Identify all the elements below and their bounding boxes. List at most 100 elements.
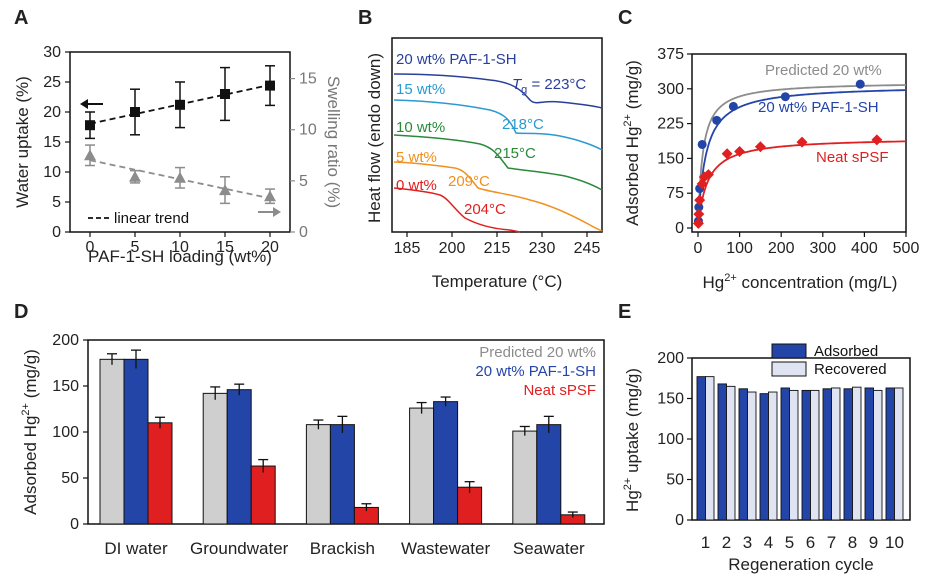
- panel-e: E 0 50 100 150 200 1 2 3 4 5 6 7 8 9 10 Adsorbed Reco…: [618, 301, 911, 574]
- panel-d-bar-paf: [123, 358, 149, 525]
- panel-a-letter: A: [14, 7, 28, 29]
- panel-e-bar-adsorbed: [738, 388, 748, 521]
- arrow-left-icon: [80, 99, 88, 109]
- panel-a-legend-text: linear trend: [114, 210, 189, 227]
- panel-d-legend-paf: 20 wt% PAF-1-SH: [475, 363, 596, 380]
- panel-e-bar-recovered: [810, 389, 820, 521]
- panel-c-paf-point: [728, 101, 738, 111]
- panel-e-bar-recovered: [894, 387, 904, 521]
- panel-b-tg-value-20: = 223°C: [527, 76, 586, 93]
- panel-b-xtick-label: 215: [484, 240, 511, 257]
- panel-d-ylabel-sup: 2+: [20, 403, 32, 416]
- panel-a-ytick-label: 0: [52, 224, 61, 241]
- panel-d-category-label: Groundwater: [190, 539, 289, 558]
- panel-c-label-predicted: Predicted 20 wt%: [765, 62, 882, 79]
- panel-b-tg-5: 209°C: [448, 173, 490, 190]
- panel-a-rtick-label: 5: [299, 173, 308, 190]
- panel-e-xlabel: Regeneration cycle: [728, 555, 874, 574]
- panel-e-bar-adsorbed: [780, 387, 790, 521]
- panel-a-swell-point: [84, 149, 96, 161]
- panel-e-category-label: 2: [722, 533, 731, 552]
- panel-b-label-5: 5 wt%: [396, 149, 437, 166]
- panel-e-legend-adsorbed: Adsorbed: [814, 343, 878, 360]
- panel-c-paf-point: [694, 202, 704, 212]
- panel-e-category-label: 7: [827, 533, 836, 552]
- panel-c-xlabel-rest: concentration (mg/L): [737, 273, 898, 292]
- panel-e-category-label: 3: [743, 533, 752, 552]
- panel-e-bar-recovered: [852, 386, 862, 521]
- panel-d-bar-paf: [433, 401, 459, 525]
- panel-c-ylabel-hg: Adsorbed Hg: [623, 127, 642, 226]
- panel-a-rtick-label: 10: [299, 122, 317, 139]
- panel-b: B 185 200 215 230 245 20 wt% PAF-1-SH Tg = 2…: [358, 7, 603, 291]
- panel-e-bar-recovered: [726, 385, 736, 521]
- panel-b-xtick-label: 245: [574, 240, 601, 257]
- panel-a-xtick-label: 15: [216, 239, 234, 256]
- panel-b-label-20: 20 wt% PAF-1-SH: [396, 51, 517, 68]
- panel-a-ytick-label: 10: [43, 164, 61, 181]
- panel-c-frame: [691, 53, 907, 233]
- panel-b-tg-10: 215°C: [494, 145, 536, 162]
- panel-b-label-15: 15 wt%: [396, 81, 445, 98]
- panel-c-letter: C: [618, 7, 632, 29]
- panel-c-paf-point: [780, 92, 790, 102]
- panel-b-letter: B: [358, 7, 372, 29]
- panel-e-category-label: 10: [885, 533, 904, 552]
- panel-d-bars: [99, 349, 586, 525]
- panel-a-swell-point: [264, 190, 276, 202]
- panel-b-xtick-label: 185: [394, 240, 421, 257]
- panel-a-left-ticks: 0 5 10 15 20 25 30: [43, 44, 70, 241]
- panel-c-xlabel-hg: Hg: [703, 273, 725, 292]
- panel-e-bars: [696, 376, 904, 521]
- panel-e-bar-adsorbed: [864, 387, 874, 521]
- panel-e-ylabel: Hg2+ uptake (mg/g): [622, 368, 642, 512]
- panel-b-xlabel: Temperature (°C): [432, 272, 563, 291]
- panel-a-ylabel: Water uptake (%): [13, 76, 32, 208]
- panel-d-ylabel-hg: Adsorbed Hg: [21, 416, 40, 515]
- panel-e-category-label: 9: [869, 533, 878, 552]
- panel-a-ytick-label: 25: [43, 74, 61, 91]
- panel-b-tg-symbol: T: [512, 76, 523, 93]
- panel-e-bar-adsorbed: [717, 383, 727, 521]
- panel-c-xlabel-sup: 2+: [724, 272, 737, 284]
- panel-d-ytick-label: 50: [61, 470, 79, 487]
- panel-c-paf-point: [855, 79, 865, 89]
- panel-e-bar-recovered: [705, 376, 715, 521]
- panel-b-label-10: 10 wt%: [396, 119, 445, 136]
- panel-c-ytick-label: 150: [657, 150, 684, 167]
- panel-d-bar-neat: [147, 422, 173, 525]
- panel-d-category-label: Seawater: [513, 539, 585, 558]
- arrow-right-icon: [273, 207, 281, 217]
- panel-d-bar-predicted: [202, 392, 228, 525]
- panel-a-frame: [69, 51, 291, 233]
- panel-c-xtick-label: 0: [694, 240, 703, 257]
- panel-c-label-paf: 20 wt% PAF-1-SH: [758, 99, 879, 116]
- panel-c-ylabel-sup: 2+: [622, 114, 634, 127]
- panel-d-bar-predicted: [305, 424, 331, 525]
- panel-d-ylabel-rest: (mg/g): [21, 349, 40, 403]
- panel-e-ytick-label: 0: [675, 512, 684, 529]
- panel-d-legend-predicted: Predicted 20 wt%: [479, 344, 596, 361]
- panel-c-neat-point: [693, 208, 705, 220]
- panel-c-ylabel: Adsorbed Hg2+ (mg/g): [622, 60, 642, 226]
- panel-d-letter: D: [14, 301, 28, 323]
- panel-a-xtick-label: 5: [131, 239, 140, 256]
- panel-b-tg-15: 218°C: [502, 116, 544, 133]
- panel-b-x-ticks: 185 200 215 230 245: [394, 232, 601, 257]
- panel-a-ytick-label: 20: [43, 104, 61, 121]
- panel-b-tg-20: Tg = 223°C: [512, 76, 586, 96]
- panel-c-neat-point: [796, 136, 808, 148]
- panel-c-xtick-label: 300: [809, 240, 836, 257]
- panel-c-ytick-label: 75: [666, 185, 684, 202]
- panel-e-ytick-label: 50: [666, 472, 684, 489]
- panel-d-ytick-label: 0: [70, 516, 79, 533]
- panel-e-ylabel-rest: uptake (mg/g): [623, 368, 642, 478]
- panel-e-category-label: 8: [848, 533, 857, 552]
- panel-e-ytick-label: 150: [657, 391, 684, 408]
- panel-e-categories: 1 2 3 4 5 6 7 8 9 10: [701, 533, 904, 552]
- panel-a-ytick-label: 15: [43, 134, 61, 151]
- panel-d-category-label: Wastewater: [401, 539, 490, 558]
- panel-a-xtick-label: 20: [261, 239, 279, 256]
- panel-a-x-ticks: 0 5 10 15 20: [86, 232, 279, 256]
- panel-b-curve-5: [393, 161, 603, 232]
